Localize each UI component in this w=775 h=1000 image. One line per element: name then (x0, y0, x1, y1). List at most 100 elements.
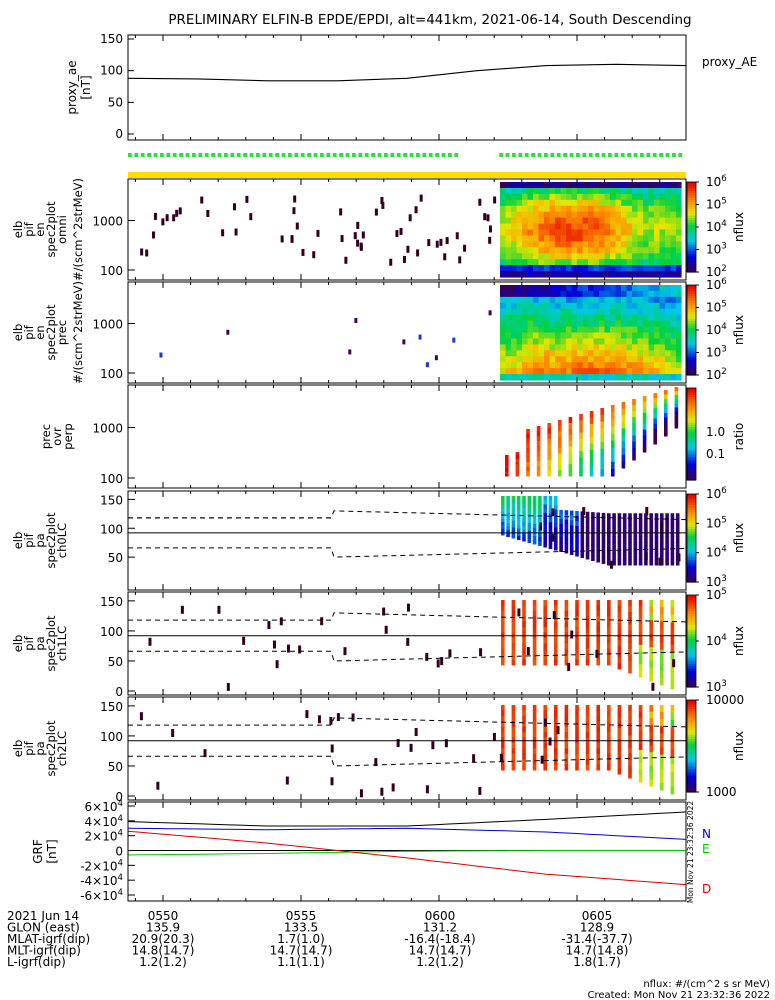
prec-cell (648, 368, 655, 375)
ch1lc-cell (670, 681, 675, 690)
ch0lc-cell (516, 535, 521, 540)
ch2lc-cell (607, 710, 611, 717)
omni-cell (610, 271, 616, 278)
ratio-cell (579, 432, 583, 440)
omni-sparse-mark (152, 231, 156, 239)
omni-cell (599, 247, 605, 254)
prec-cell (610, 332, 616, 340)
ratio-cell (526, 466, 530, 472)
omni-cell (571, 253, 578, 260)
ch2lc-cell (596, 721, 600, 728)
prec-frame (127, 281, 687, 384)
ratio-cell (653, 403, 657, 409)
ratio-cell (674, 395, 679, 400)
omni-cell (610, 223, 616, 231)
prec-cell (511, 314, 517, 322)
ch1lc-cell (670, 674, 675, 683)
ch2lc-sparse-mark (472, 754, 476, 763)
ch0lc-cell (665, 524, 669, 531)
ch1lc-cell (522, 605, 526, 612)
omni-cell (676, 247, 682, 254)
ch0lc-cell (527, 515, 532, 520)
prec-cell (659, 302, 666, 310)
ratio-cell (642, 440, 647, 447)
omni-cell (676, 217, 682, 225)
ch1lc-cell (554, 605, 558, 612)
prec-cell (643, 368, 649, 375)
prec-cell (604, 285, 611, 292)
ratio-cell (526, 438, 530, 444)
ch1lc-cell (649, 606, 653, 614)
ratio-colorbar-cell (687, 411, 696, 414)
omni-colorbar-cell (687, 249, 696, 253)
omni-cell (593, 211, 600, 219)
omni-cell (593, 217, 600, 225)
omni-cell (533, 265, 539, 272)
ch0lc-cell (506, 496, 510, 500)
omni-cell (599, 211, 605, 219)
omni-cell (582, 182, 589, 189)
prec-cell (599, 285, 605, 292)
ch2lc-colorbar-cell (687, 729, 696, 733)
omni-cell (549, 217, 556, 225)
omni-cell (555, 229, 561, 237)
ch0lc-cell (548, 504, 553, 510)
ratio-cell (611, 433, 615, 441)
prec-cell (588, 356, 594, 363)
ch2lc-cell (638, 756, 643, 764)
ratio-cell (674, 403, 679, 408)
omni-sparse-mark (395, 230, 399, 238)
omni-cell (538, 211, 545, 219)
prec-cell (544, 344, 550, 351)
omni-cell (637, 193, 644, 201)
ch0lc-cell (559, 509, 563, 515)
ch2lc-cell (596, 715, 600, 722)
ratio-ylabel-line: ovr (50, 427, 64, 446)
prec-cell (604, 326, 611, 334)
prec-cell (610, 338, 616, 345)
prec-colorbar-cell (687, 354, 696, 358)
ratio-colorbar-cell (687, 394, 696, 398)
prec-cell (615, 285, 622, 292)
ch1lc-colorbar-cell (687, 622, 696, 626)
omni-cell (571, 217, 578, 225)
prec-cell (571, 344, 578, 351)
grf-legend-N: N (702, 827, 711, 841)
ratio-cell (611, 461, 615, 470)
prec-cell (615, 308, 622, 316)
ch0lc-cell (501, 522, 505, 526)
prec-cell (511, 374, 517, 381)
prec-colorbar-cell (687, 312, 696, 315)
proxy-ae-ytick-label: 150 (100, 32, 123, 46)
ch2lc-cell (532, 748, 537, 755)
prec-colorbar-cell (687, 309, 696, 313)
prec-cell (593, 332, 600, 340)
omni-cell (555, 211, 561, 219)
ratio-colorbar-cell (687, 397, 696, 401)
prec-cell (527, 320, 534, 328)
prec-cell (582, 285, 589, 292)
prec-cell (643, 356, 649, 363)
omni-cell (665, 265, 671, 272)
ch1lc-cell (617, 623, 622, 630)
prec-sparse-mark (159, 352, 163, 358)
axis-row-label: MLAT-igrf(dip) (7, 932, 90, 946)
ch2lc-cell (522, 721, 526, 728)
prec-cell (560, 296, 567, 304)
omni-cell (533, 259, 539, 266)
ch1lc-cell (532, 610, 537, 617)
ratio-cell (568, 428, 573, 436)
ratio-cell (642, 429, 647, 436)
axis-row-value: 0550 (148, 909, 179, 923)
ch2lc-cell (585, 742, 590, 749)
prec-cell (516, 296, 523, 304)
ch0lc-cell (601, 524, 606, 531)
grf-ytick-label: 4×104 (85, 814, 123, 829)
prec-cell (538, 362, 545, 369)
ratio-cell (505, 469, 509, 473)
omni-cell (626, 223, 633, 231)
ch2lc-sparse-mark (330, 777, 334, 786)
omni-cell (549, 211, 556, 219)
omni-cell (588, 241, 594, 248)
